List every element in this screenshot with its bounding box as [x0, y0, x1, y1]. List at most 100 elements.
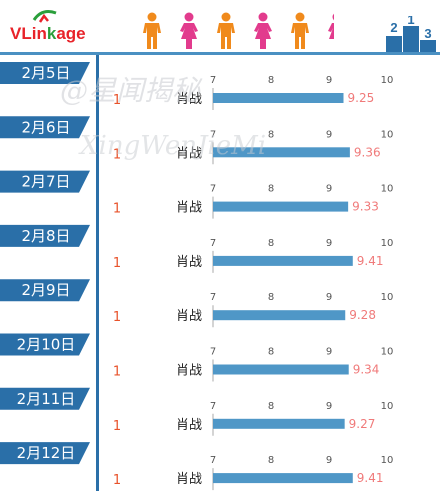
score-bar — [213, 93, 344, 103]
tick-label: 9 — [326, 347, 332, 358]
person-icon-male — [217, 12, 235, 49]
chart-row: 2月8日 7 8 9 10 1 肖战 9.41 — [0, 224, 394, 273]
value-label: 9.41 — [357, 254, 384, 268]
artist-name: 肖战 — [176, 472, 202, 487]
chart-row: 2月10日 7 8 9 10 1 肖战 9.34 — [0, 333, 394, 382]
date-badge — [0, 442, 90, 465]
person-icon-female — [328, 13, 334, 49]
tick-label: 7 — [210, 238, 216, 249]
artist-name: 肖战 — [176, 255, 202, 270]
tick-label: 10 — [381, 455, 394, 466]
score-bar — [213, 364, 349, 375]
tick-label: 7 — [210, 347, 216, 358]
tick-label: 9 — [326, 455, 332, 466]
value-label: 9.25 — [348, 91, 375, 105]
tick-label: 8 — [268, 455, 274, 466]
tick-label: 10 — [381, 292, 394, 303]
tick-label: 7 — [210, 455, 216, 466]
value-label: 9.34 — [353, 363, 380, 377]
artist-name: 肖战 — [176, 201, 202, 216]
date-label: 2月7日 — [21, 173, 70, 191]
rank-label: 1 — [113, 93, 121, 108]
artist-name: 肖战 — [176, 309, 202, 324]
tick-label: 10 — [381, 347, 394, 358]
date-label: 2月8日 — [21, 227, 70, 245]
chart-row: 2月5日 7 8 9 10 1 肖战 9.25 — [0, 62, 393, 110]
header: VLinkage 2 1 3 — [0, 0, 440, 56]
tick-label: 9 — [326, 75, 332, 86]
date-badge — [0, 170, 90, 193]
date-label: 2月9日 — [21, 281, 70, 299]
logo-text: VLinkage — [10, 24, 86, 44]
tick-label: 8 — [268, 238, 274, 249]
value-label: 9.41 — [357, 471, 384, 485]
date-label: 2月11日 — [17, 390, 76, 408]
artist-name: 肖战 — [176, 146, 202, 161]
tick-label: 10 — [381, 75, 394, 86]
chart-row: 2月9日 7 8 9 10 1 肖战 9.28 — [0, 279, 394, 328]
artist-name: 肖战 — [176, 418, 202, 433]
chart-row: 2月7日 7 8 9 10 1 肖战 9.33 — [0, 170, 394, 219]
date-label: 2月6日 — [21, 118, 70, 136]
tick-label: 7 — [210, 401, 216, 412]
date-badge — [0, 62, 90, 84]
tick-label: 9 — [326, 129, 332, 140]
vlinkage-logo: VLinkage — [10, 10, 110, 50]
header-rule — [0, 52, 440, 55]
chart-row: 2月11日 7 8 9 10 1 肖战 9.27 — [0, 387, 394, 436]
tick-label: 10 — [381, 129, 394, 140]
tick-label: 10 — [381, 238, 394, 249]
date-label: 2月12日 — [17, 444, 76, 462]
score-bar — [213, 473, 353, 484]
person-icon-male — [143, 12, 161, 49]
tick-label: 9 — [326, 401, 332, 412]
person-icon-female — [254, 12, 272, 49]
tick-label: 7 — [210, 292, 216, 303]
chart-row: 2月6日 7 8 9 10 1 肖战 9.36 — [0, 116, 394, 165]
score-bar — [213, 147, 350, 158]
tick-label: 8 — [268, 129, 274, 140]
score-bar — [213, 418, 345, 429]
tick-label: 8 — [268, 347, 274, 358]
tick-label: 9 — [326, 238, 332, 249]
score-bar — [213, 310, 346, 321]
logo-text-prefix: VLin — [10, 24, 47, 43]
value-label: 9.36 — [354, 145, 381, 159]
logo-text-suffix: age — [56, 24, 86, 43]
sidebar-divider — [96, 55, 99, 491]
rank-label: 1 — [113, 365, 121, 380]
person-icon-female — [180, 12, 198, 49]
chart-row: 2月12日 7 8 9 10 1 肖战 9.41 — [0, 442, 394, 491]
date-badge — [0, 224, 90, 247]
date-badge — [0, 116, 90, 139]
person-icon-male — [291, 12, 309, 49]
score-bar — [213, 255, 353, 266]
tick-label: 7 — [210, 129, 216, 140]
rank-label: 1 — [113, 310, 121, 325]
podium-icon: 2 1 3 — [386, 16, 436, 52]
people-icons — [143, 12, 334, 49]
artist-name: 肖战 — [176, 92, 202, 107]
tick-label: 7 — [210, 184, 216, 195]
tick-label: 10 — [381, 401, 394, 412]
tick-label: 8 — [268, 184, 274, 195]
date-label: 2月5日 — [21, 64, 70, 82]
artist-name: 肖战 — [176, 364, 202, 379]
logo-swoosh-icon — [32, 10, 57, 23]
tick-label: 8 — [268, 292, 274, 303]
rank-label: 1 — [113, 202, 121, 217]
rank-label: 1 — [113, 256, 121, 271]
value-label: 9.28 — [349, 308, 376, 322]
tick-label: 10 — [381, 184, 394, 195]
score-bar — [213, 201, 349, 212]
tick-label: 9 — [326, 184, 332, 195]
date-badge — [0, 387, 90, 410]
rank-label: 1 — [113, 419, 121, 434]
tick-label: 7 — [210, 75, 216, 86]
date-badge — [0, 333, 90, 356]
value-label: 9.27 — [349, 417, 376, 431]
tick-label: 8 — [268, 401, 274, 412]
svg-text:2: 2 — [390, 20, 397, 35]
value-label: 9.33 — [352, 200, 379, 214]
